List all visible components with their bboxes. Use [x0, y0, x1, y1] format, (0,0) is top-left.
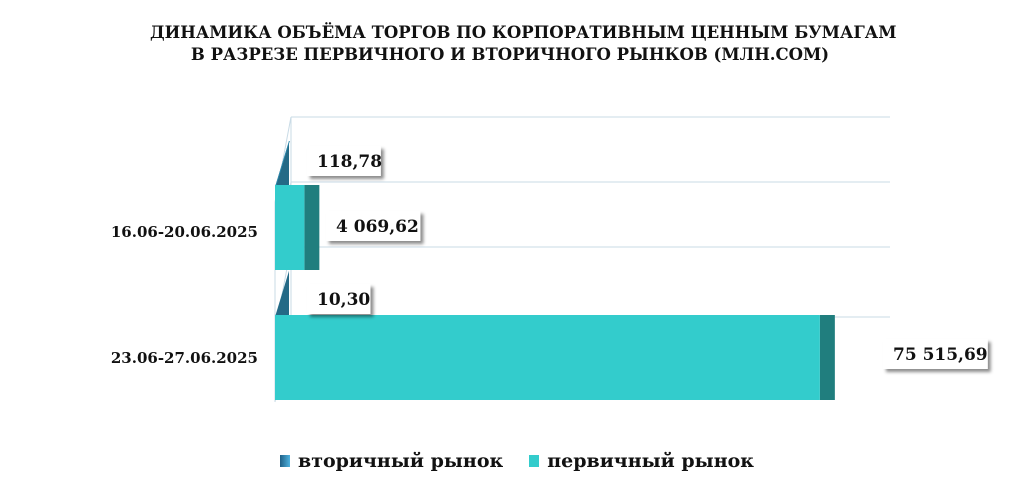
data-label-secondary-0: 118,78: [307, 146, 382, 176]
legend-swatch-primary: [529, 455, 540, 467]
bar-secondary-top-1: [275, 271, 290, 317]
chart-title-line-1: ДИНАМИКА ОБЪЁМА ТОРГОВ ПО КОРПОРАТИВНЫМ …: [150, 23, 897, 42]
legend-label-primary: первичный рынок: [547, 450, 755, 472]
data-label-primary-0: 4 069,62: [326, 211, 421, 241]
svg-text:118,78: 118,78: [317, 152, 382, 172]
legend-item-secondary: вторичный рынок: [280, 450, 503, 472]
chart-title-line-2: В РАЗРЕЗЕ ПЕРВИЧНОГО И ВТОРИЧНОГО РЫНКОВ…: [190, 45, 830, 64]
data-label-secondary-1: 10,30: [307, 284, 371, 314]
category-label-0: 16.06-20.06.2025: [111, 223, 258, 241]
bar-primary-side-0: [304, 185, 320, 270]
svg-text:4 069,62: 4 069,62: [336, 217, 419, 237]
bar-chart: 118,78 4 069,62 10,30 75 515,69 16.06-20.06…: [111, 116, 988, 403]
chart-title: ДИНАМИКА ОБЪЁМА ТОРГОВ ПО КОРПОРАТИВНЫМ …: [150, 22, 897, 66]
legend-item-primary: первичный рынок: [529, 450, 754, 472]
category-labels: 16.06-20.06.2025 23.06-27.06.2025: [111, 223, 258, 367]
bar-primary-0: [275, 185, 305, 270]
data-labels: 118,78 4 069,62 10,30 75 515,69: [307, 146, 988, 369]
category-label-1: 23.06-27.06.2025: [111, 349, 258, 367]
bar-primary-side-1: [819, 315, 835, 400]
bars: [275, 141, 835, 400]
legend-swatch-secondary: [280, 455, 290, 467]
legend: вторичный рынок первичный рынок: [280, 446, 754, 476]
bar-primary-1: [275, 315, 820, 400]
svg-text:75 515,69: 75 515,69: [893, 345, 988, 365]
bar-secondary-top-0: [275, 141, 290, 187]
data-label-primary-1: 75 515,69: [883, 339, 988, 369]
legend-label-secondary: вторичный рынок: [298, 450, 504, 472]
svg-text:10,30: 10,30: [317, 290, 370, 310]
